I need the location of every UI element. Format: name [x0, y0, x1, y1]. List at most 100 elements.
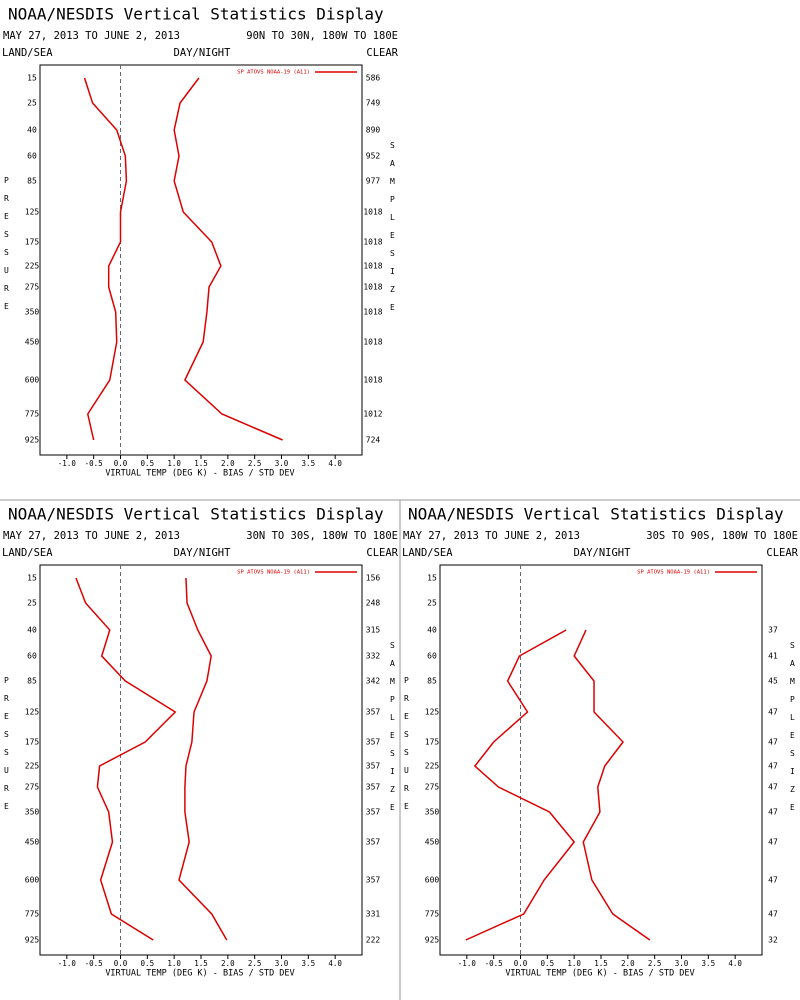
- x-tick-label: 4.0: [328, 459, 342, 468]
- sample-size: 1018: [363, 376, 382, 385]
- sample-size: 1018: [363, 262, 382, 271]
- sample-size: 47: [768, 808, 778, 817]
- day-night: DAY/NIGHT: [174, 47, 232, 59]
- sample-size: 357: [366, 708, 381, 717]
- x-axis-label: VIRTUAL TEMP (DEG K) - BIAS / STD DEV: [105, 469, 294, 479]
- y-axis-label: PRESSURE: [4, 676, 9, 811]
- x-tick-label: 1.0: [567, 959, 581, 968]
- x-tick-label: 2.0: [221, 959, 235, 968]
- sample-size: 357: [366, 808, 381, 817]
- sample-size: 724: [366, 436, 381, 445]
- y-tick-label: 600: [25, 376, 40, 385]
- x-tick-label: -1.0: [58, 459, 77, 468]
- sample-size: 41: [768, 652, 778, 661]
- y-tick-label: 60: [27, 152, 37, 161]
- x-tick-label: 3.0: [275, 459, 289, 468]
- sky: CLEAR: [766, 547, 798, 559]
- sample-size: 1018: [363, 283, 382, 292]
- x-tick-label: 3.5: [702, 959, 716, 968]
- y-tick-label: 775: [425, 910, 440, 919]
- sample-size: 47: [768, 708, 778, 717]
- x-tick-label: 2.0: [221, 459, 235, 468]
- day-night: DAY/NIGHT: [174, 547, 232, 559]
- x-tick-label: 4.0: [728, 959, 742, 968]
- sample-size: 47: [768, 910, 778, 919]
- sample-size: 890: [366, 126, 381, 135]
- y-tick-label: 225: [25, 762, 40, 771]
- sample-size: 586: [366, 74, 381, 83]
- y-tick-label: 600: [425, 876, 440, 885]
- std-dev-line: [573, 629, 651, 941]
- y-tick-label: 125: [25, 208, 40, 217]
- sample-size: 47: [768, 738, 778, 747]
- y-tick-label: 40: [427, 626, 437, 635]
- bias-line: [75, 577, 177, 941]
- x-tick-label: 3.0: [275, 959, 289, 968]
- plot-frame: [39, 564, 363, 956]
- sky: CLEAR: [366, 47, 398, 59]
- y-tick-label: 450: [25, 838, 40, 847]
- y-tick-label: 225: [25, 262, 40, 271]
- y-tick-label: 15: [27, 74, 37, 83]
- bias-line: [83, 77, 128, 441]
- sample-size: 977: [366, 177, 381, 186]
- subtitle: MAY 27, 2013 TO JUNE 2, 2013: [403, 530, 580, 542]
- y-tick-label: 15: [427, 574, 437, 583]
- x-tick-label: 2.5: [648, 959, 662, 968]
- sample-size: 357: [366, 738, 381, 747]
- sample-size: 952: [366, 152, 381, 161]
- y-tick-label: 350: [425, 808, 440, 817]
- sample-size: 47: [768, 762, 778, 771]
- y-tick-label: 25: [27, 99, 37, 108]
- sample-size: 332: [366, 652, 381, 661]
- sample-size: 32: [768, 936, 778, 945]
- sample-size: 749: [366, 99, 381, 108]
- legend-label: SP ATOVS NOAA-19 (A11): [237, 570, 310, 576]
- sample-size: 1018: [363, 208, 382, 217]
- y-tick-label: 175: [425, 738, 440, 747]
- sample-size: 37: [768, 626, 778, 635]
- x-tick-label: 0.0: [514, 959, 528, 968]
- land-sea: LAND/SEA: [2, 547, 53, 559]
- chart-title: NOAA/NESDIS Vertical Statistics Display: [8, 505, 384, 524]
- region: 90N TO 30N, 180W TO 180E: [246, 30, 398, 42]
- chart-title: NOAA/NESDIS Vertical Statistics Display: [8, 5, 384, 24]
- y-tick-label: 925: [425, 936, 440, 945]
- x-tick-label: -0.5: [85, 459, 103, 468]
- subtitle: MAY 27, 2013 TO JUNE 2, 2013: [3, 30, 180, 42]
- y-tick-label: 600: [25, 876, 40, 885]
- sample-size: 331: [366, 910, 381, 919]
- y-tick-label: 275: [425, 783, 440, 792]
- sample-size: 248: [366, 599, 381, 608]
- sample-size: 1018: [363, 238, 382, 247]
- legend-label: SP ATOVS NOAA-19 (A11): [237, 70, 310, 76]
- sky: CLEAR: [366, 547, 398, 559]
- y-tick-label: 60: [27, 652, 37, 661]
- y-tick-label: 925: [25, 436, 40, 445]
- y-axis-label: PRESSURE: [4, 176, 9, 311]
- x-axis-label: VIRTUAL TEMP (DEG K) - BIAS / STD DEV: [105, 969, 294, 979]
- x-tick-label: -0.5: [485, 959, 503, 968]
- y-tick-label: 350: [25, 308, 40, 317]
- y-tick-label: 25: [427, 599, 437, 608]
- sample-size: 342: [366, 677, 381, 686]
- x-tick-label: 2.0: [621, 959, 635, 968]
- y-axis-label: PRESSURE: [404, 676, 409, 811]
- y2-axis-label: SAMPLE SIZE: [390, 641, 400, 812]
- sample-size: 1012: [363, 410, 382, 419]
- plot-frame: [39, 64, 363, 456]
- x-tick-label: 1.0: [167, 959, 181, 968]
- y-tick-label: 775: [25, 910, 40, 919]
- x-tick-label: 2.5: [248, 959, 262, 968]
- y-tick-label: 125: [425, 708, 440, 717]
- y2-axis-label: SAMPLE SIZE: [390, 141, 400, 312]
- sample-size: 357: [366, 783, 381, 792]
- y-tick-label: 125: [25, 708, 40, 717]
- y-tick-label: 15: [27, 574, 37, 583]
- x-tick-label: 0.0: [114, 459, 128, 468]
- sample-size: 1018: [363, 338, 382, 347]
- y2-axis-label: SAMPLE SIZE: [790, 641, 800, 812]
- std-dev-line: [178, 577, 228, 941]
- y-tick-label: 775: [25, 410, 40, 419]
